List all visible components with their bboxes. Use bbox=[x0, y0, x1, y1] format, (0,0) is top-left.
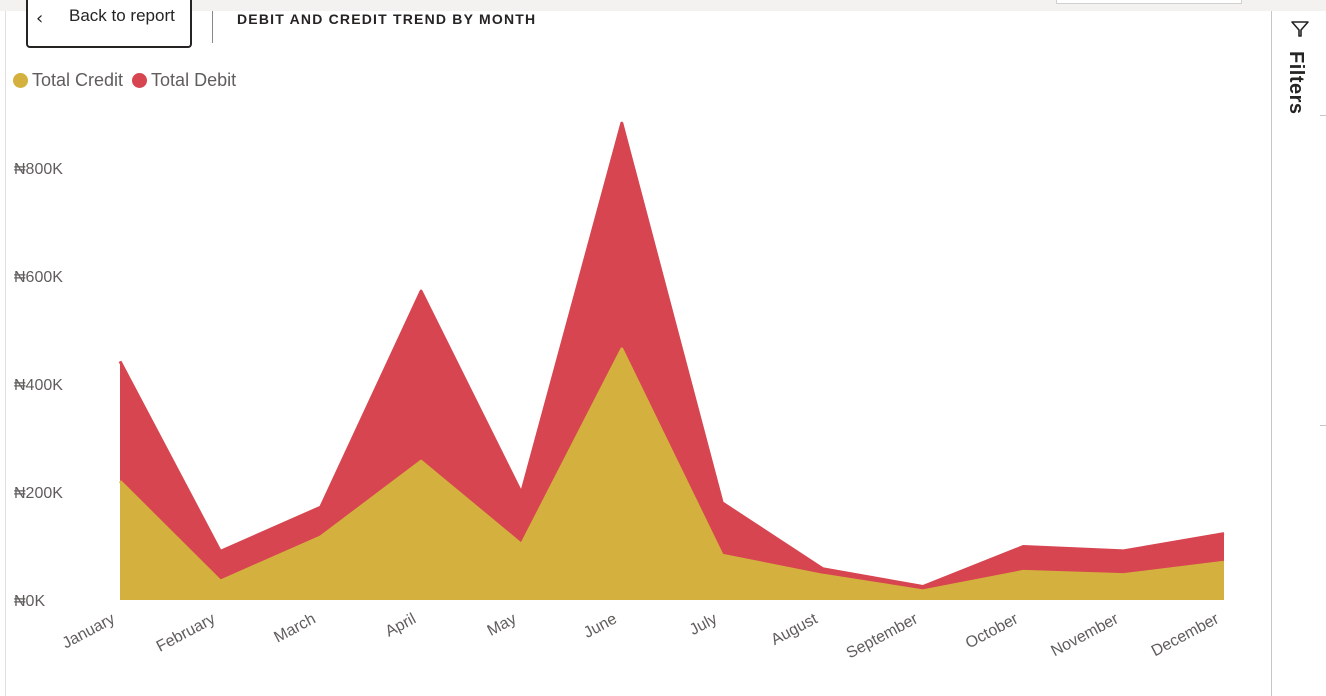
back-to-report-button[interactable]: ‹ Back to report bbox=[26, 0, 192, 48]
pane-edge-tick bbox=[1320, 425, 1326, 426]
legend-item-debit[interactable]: Total Debit bbox=[132, 70, 236, 91]
pane-edge-tick bbox=[1320, 115, 1326, 116]
filter-icon[interactable] bbox=[1290, 20, 1310, 38]
header-divider bbox=[212, 11, 213, 43]
chart-title: DEBIT AND CREDIT TREND BY MONTH bbox=[237, 11, 537, 27]
x-tick-label: July bbox=[687, 611, 720, 639]
y-tick-label: ₦0K bbox=[14, 593, 45, 610]
y-tick-label: ₦800K bbox=[14, 161, 63, 178]
x-tick-label: December bbox=[1149, 610, 1223, 660]
y-tick-label: ₦600K bbox=[14, 269, 63, 286]
back-to-report-label: Back to report bbox=[69, 6, 175, 25]
series-line-total-credit bbox=[118, 347, 1225, 593]
legend-label-debit: Total Debit bbox=[151, 69, 237, 90]
legend-item-credit[interactable]: Total Credit bbox=[13, 70, 123, 91]
legend-dot-credit bbox=[13, 72, 28, 88]
top-strip bbox=[0, 0, 1326, 11]
x-tick-label: November bbox=[1048, 610, 1122, 660]
filters-label[interactable]: Filters bbox=[1285, 51, 1307, 115]
series-area-total-credit[interactable] bbox=[120, 348, 1224, 600]
x-tick-label: August bbox=[768, 610, 820, 649]
x-tick-label: October bbox=[963, 610, 1022, 652]
chevron-left-icon: ‹ bbox=[36, 8, 44, 29]
legend-dot-debit bbox=[132, 72, 148, 88]
series-area-total-debit[interactable] bbox=[120, 123, 1224, 591]
x-tick-label: January bbox=[60, 611, 118, 653]
x-tick-label: April bbox=[383, 611, 419, 641]
x-tick-label: May bbox=[485, 611, 520, 640]
y-tick-label: ₦200K bbox=[14, 485, 63, 502]
y-tick-label: ₦400K bbox=[14, 377, 63, 394]
legend-label-credit: Total Credit bbox=[32, 69, 124, 90]
search-box[interactable] bbox=[1056, 0, 1242, 4]
series-line-total-debit bbox=[118, 121, 1225, 588]
area-chart: ₦0K ₦200K ₦400K ₦600K ₦800K January February Ma… bbox=[14, 121, 1225, 662]
filters-pane: Filters bbox=[1271, 11, 1326, 696]
x-tick-label: June bbox=[581, 610, 620, 641]
chart-legend: Total Credit Total Debit bbox=[13, 68, 245, 92]
x-tick-label: March bbox=[271, 611, 318, 647]
x-tick-label: September bbox=[844, 610, 922, 662]
x-tick-label: February bbox=[154, 611, 219, 656]
